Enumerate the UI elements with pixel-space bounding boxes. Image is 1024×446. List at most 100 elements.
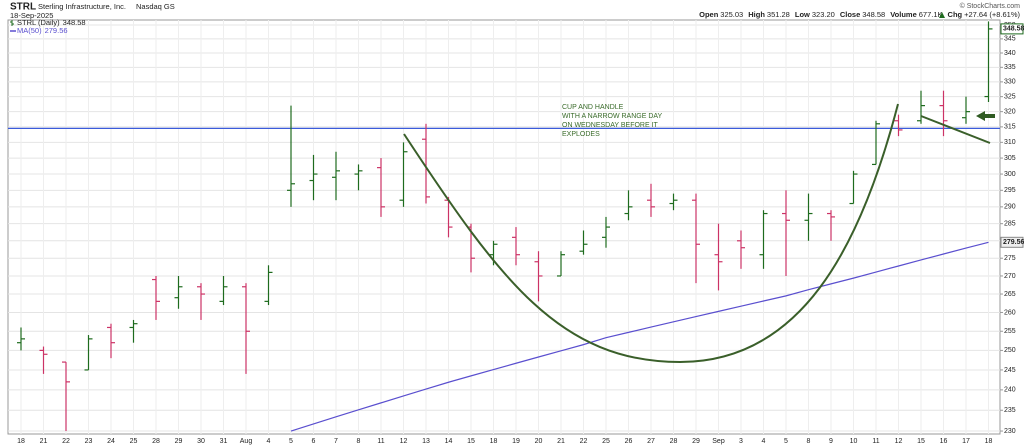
- legend-symbol: [10, 20, 14, 26]
- quote-label: Open: [699, 10, 719, 19]
- quote: Open 325.03 High 351.28 Low 323.20 Close 348.58…: [699, 10, 1020, 19]
- x-tick-label: 5: [289, 438, 293, 445]
- x-tick-label: 12: [895, 438, 903, 445]
- value-box-label: 279.56: [1003, 239, 1024, 246]
- y-tick-label: 330: [1004, 79, 1016, 86]
- legend-value: 279.56: [45, 26, 68, 35]
- legend-name: MA(50): [17, 26, 42, 35]
- x-tick-label: 17: [962, 438, 970, 445]
- legend-value: 348.58: [63, 18, 86, 27]
- x-tick-label: 10: [850, 438, 858, 445]
- y-tick-label: 270: [1004, 273, 1016, 280]
- y-tick-label: 315: [1004, 124, 1016, 131]
- x-tick-label: 22: [580, 438, 588, 445]
- symbol: STRL: [10, 2, 36, 13]
- company: Sterling Infrastructure, Inc.: [38, 2, 126, 11]
- x-tick-label: 25: [602, 438, 610, 445]
- y-tick-label: 235: [1004, 407, 1016, 414]
- y-tick-label: 255: [1004, 328, 1016, 335]
- y-tick-label: 320: [1004, 108, 1016, 115]
- x-tick-label: 25: [130, 438, 138, 445]
- x-tick-label: 13: [422, 438, 430, 445]
- x-tick-label: 4: [267, 438, 271, 445]
- x-tick-label: 29: [692, 438, 700, 445]
- quote-value: 325.03: [720, 10, 743, 19]
- plot-frame: [7, 19, 1001, 435]
- x-tick-label: 16: [940, 438, 948, 445]
- x-tick-label: 21: [40, 438, 48, 445]
- y-tick-label: 300: [1004, 171, 1016, 178]
- x-tick-label: 12: [400, 438, 408, 445]
- x-tick-label: 11: [872, 438, 879, 445]
- x-tick-label: 15: [467, 438, 475, 445]
- arrow: [976, 111, 995, 121]
- x-tick-label: 4: [762, 438, 766, 445]
- y-tick-label: 305: [1004, 155, 1016, 162]
- y-tick-label: 240: [1004, 387, 1016, 394]
- x-tick-label: 5: [784, 438, 788, 445]
- y-tick-label: 295: [1004, 187, 1016, 194]
- cup-curve: [403, 103, 899, 364]
- value-box-label: 348.58: [1003, 26, 1024, 33]
- x-tick-label: 11: [377, 438, 384, 445]
- quote-label: Close: [840, 10, 860, 19]
- quote-value: 677.1K: [919, 10, 943, 19]
- x-tick-label: Aug: [240, 438, 253, 445]
- marks: [8, 21, 1000, 432]
- grid: 2302352402452502552602652702752802852902…: [8, 20, 1016, 445]
- x-tick-label: 19: [512, 438, 520, 445]
- legend-entry: MA(50) 279.56: [17, 26, 68, 35]
- quote-label: Chg: [948, 10, 963, 19]
- annotation-line: EXPLODES: [562, 131, 600, 138]
- x-tick-label: 31: [220, 438, 228, 445]
- x-tick-label: 18: [17, 438, 25, 445]
- x-tick-label: 29: [175, 438, 183, 445]
- x-tick-label: 27: [647, 438, 655, 445]
- y-tick-label: 325: [1004, 93, 1016, 100]
- x-tick-label: 18: [985, 438, 993, 445]
- x-tick-label: 22: [62, 438, 70, 445]
- x-tick-label: 28: [152, 438, 160, 445]
- annotation: CUP AND HANDLE WITH A NARROW RANGE DAY ON …: [562, 104, 663, 138]
- x-tick-label: 18: [490, 438, 498, 445]
- x-tick-label: 6: [312, 438, 316, 445]
- y-tick-label: 260: [1004, 309, 1016, 316]
- y-tick-label: 310: [1004, 139, 1016, 146]
- y-tick-label: 250: [1004, 347, 1016, 354]
- quote-value: 351.28: [767, 10, 790, 19]
- x-tick-label: 8: [357, 438, 361, 445]
- y-tick-label: 285: [1004, 221, 1016, 228]
- x-tick-label: 28: [670, 438, 678, 445]
- annotation-line: CUP AND HANDLE: [562, 104, 624, 111]
- x-tick-label: 24: [107, 438, 115, 445]
- value-box: [1000, 236, 1024, 248]
- x-tick-label: 7: [334, 438, 338, 445]
- x-tick-label: 3: [739, 438, 743, 445]
- quote-value: 323.20: [812, 10, 835, 19]
- change-arrow: [939, 12, 945, 18]
- exchange: Nasdaq GS: [136, 2, 175, 11]
- quote-label: Volume: [890, 10, 917, 19]
- quote-value: 348.58: [862, 10, 885, 19]
- x-tick-label: 26: [625, 438, 633, 445]
- quote-value: +27.64 (+8.61%): [964, 10, 1020, 19]
- ma-line: [290, 241, 989, 432]
- y-tick-label: 275: [1004, 255, 1016, 262]
- x-tick-label: 20: [535, 438, 543, 445]
- x-tick-label: 8: [807, 438, 811, 445]
- y-tick-label: 290: [1004, 204, 1016, 211]
- handle-line: [920, 115, 991, 144]
- y-tick-label: 335: [1004, 64, 1016, 71]
- x-tick-label: 30: [197, 438, 205, 445]
- value-box: [1000, 23, 1024, 35]
- legend-entry: STRL (Daily) 348.58: [17, 18, 86, 27]
- quote-label: High: [748, 10, 765, 19]
- quote-label: Low: [795, 10, 810, 19]
- x-tick-label: 23: [85, 438, 93, 445]
- y-tick-label: 245: [1004, 367, 1016, 374]
- annotation-line: WITH A NARROW RANGE DAY: [562, 113, 663, 120]
- copyright: © StockCharts.com: [960, 2, 1021, 10]
- x-tick-label: 15: [917, 438, 925, 445]
